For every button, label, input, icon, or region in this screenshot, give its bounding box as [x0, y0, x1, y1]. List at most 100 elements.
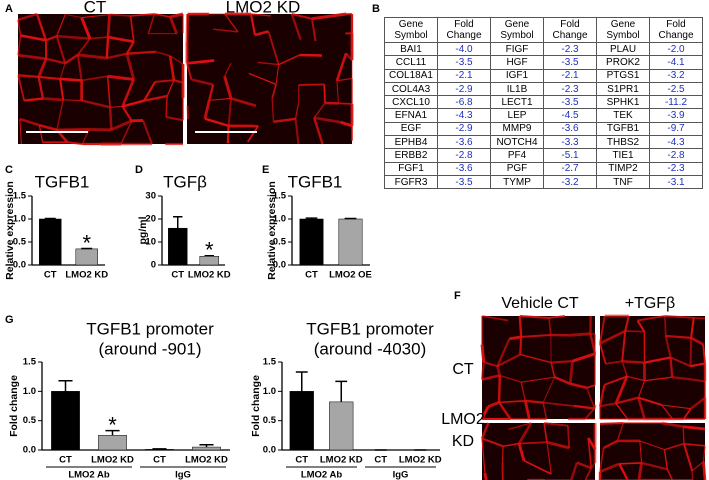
- vessel: [644, 356, 671, 364]
- vessel: [626, 375, 645, 382]
- y-tick-label: 0.5: [13, 237, 27, 248]
- vessel: [80, 16, 92, 40]
- vessel: [625, 330, 645, 333]
- table-row: BAI1 -4.0 FIGF -2.3 PLAU -2.0: [384, 41, 703, 57]
- vessel: [226, 125, 230, 144]
- y-tick-label: 1.0: [273, 214, 286, 225]
- vessel: [691, 378, 706, 383]
- vessel: [548, 317, 552, 336]
- table-header-row: Gene Symbol Fold Change Gene Symbol Fold Ch…: [384, 17, 703, 43]
- fold-change: -2.3: [543, 41, 597, 57]
- vessel: [615, 403, 629, 420]
- error-bar: [199, 443, 214, 448]
- vessel: [682, 426, 685, 444]
- micrograph-bg: [482, 423, 595, 480]
- x-tick-label: CT: [44, 270, 57, 281]
- fold-change: -4.3: [437, 108, 491, 123]
- x-tick-label: CT: [305, 270, 318, 281]
- vessel: [508, 422, 532, 430]
- vessel: [605, 360, 623, 365]
- vessel: [298, 83, 325, 86]
- fold-change: -3.2: [649, 68, 703, 83]
- vessel: [147, 13, 156, 34]
- vessel: [110, 119, 133, 132]
- vessel: [257, 61, 279, 66]
- vessel: [584, 467, 593, 480]
- vessel: [250, 13, 271, 17]
- vessel: [569, 382, 588, 390]
- vessel: [664, 315, 667, 336]
- vessel: [551, 359, 573, 364]
- fold-change: -2.0: [649, 41, 703, 57]
- y-axis-label: Fold change: [250, 375, 262, 437]
- vessel: [107, 35, 135, 44]
- vessel: [19, 117, 40, 127]
- header-cell: Fold Change: [543, 17, 597, 43]
- vessel: [664, 443, 685, 451]
- vessel: [59, 78, 65, 101]
- vessel: [690, 317, 695, 338]
- panel-letter: D: [135, 164, 143, 176]
- vessel: [641, 461, 668, 471]
- vessel: [690, 362, 706, 368]
- vessel: [45, 35, 58, 42]
- vessel: [587, 437, 593, 469]
- vessel: [546, 442, 552, 475]
- chart-title: (around -901): [98, 339, 201, 358]
- vessel: [664, 335, 672, 358]
- vessel: [661, 404, 691, 410]
- vessel: [683, 425, 706, 431]
- gene-symbol: PTGS1: [596, 68, 650, 83]
- error-bar: [295, 371, 308, 392]
- vessel: [108, 107, 113, 130]
- vessel: [497, 375, 502, 403]
- vessel: [496, 338, 511, 367]
- micrograph: [598, 314, 707, 421]
- vessel: [521, 333, 551, 338]
- vessel: [499, 400, 526, 404]
- vessel: [120, 120, 133, 145]
- vessel: [638, 396, 662, 406]
- micrograph: [598, 421, 707, 480]
- vessel: [311, 12, 347, 21]
- vessel: [55, 35, 67, 64]
- vessel: [294, 102, 300, 119]
- gene-symbol: FIGF: [490, 41, 544, 57]
- bar: [98, 435, 127, 451]
- gene-symbol: TYMP: [490, 174, 544, 190]
- vessel: [42, 97, 64, 102]
- vessel: [165, 116, 184, 122]
- x-tick-label: LMO2 KD: [399, 455, 442, 466]
- vessel: [593, 404, 597, 409]
- x-tick-label: CT: [295, 455, 308, 466]
- vessel: [24, 97, 44, 102]
- image-label: Vehicle CT: [501, 295, 579, 312]
- y-tick-label: 0.5: [273, 237, 287, 248]
- vessel: [521, 376, 555, 383]
- vessel: [19, 118, 22, 145]
- significance: *: [205, 238, 214, 263]
- vessel: [637, 397, 646, 420]
- micrograph: [480, 422, 597, 480]
- gene-symbol: S1PR1: [596, 81, 650, 97]
- vessel: [542, 402, 548, 420]
- vessel: [483, 361, 498, 368]
- micrograph-bg: [600, 423, 705, 480]
- x-tick-label: LMO2 KD: [188, 270, 231, 281]
- fold-change: -3.3: [543, 135, 597, 150]
- vessel: [267, 31, 280, 65]
- vessel: [81, 129, 90, 145]
- header-cell: Gene Symbol: [384, 17, 438, 43]
- gene-symbol: IL1B: [490, 81, 544, 97]
- vessel: [143, 94, 168, 102]
- vessel: [519, 336, 523, 355]
- vessel: [273, 117, 296, 124]
- vessel: [517, 422, 533, 445]
- panel-letter: G: [5, 314, 14, 326]
- vessel: [37, 58, 48, 78]
- vessel: [224, 13, 239, 33]
- vessel: [109, 13, 131, 17]
- vessel: [20, 34, 47, 42]
- panel-letter: A: [5, 3, 13, 15]
